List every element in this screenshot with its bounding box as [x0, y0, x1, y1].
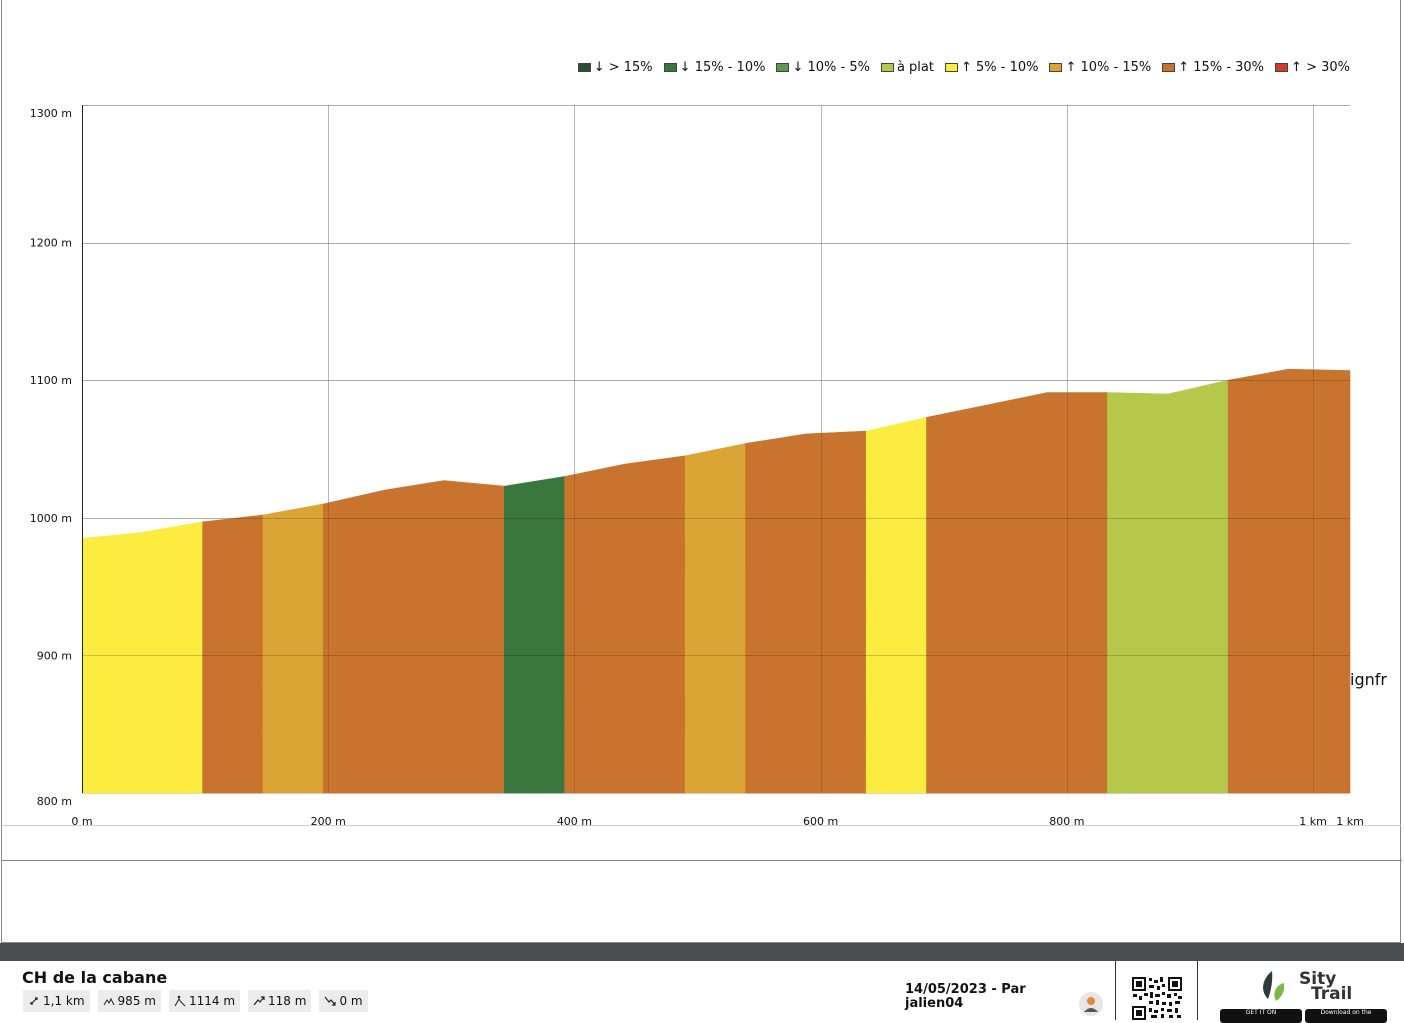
y-tick-label: 900 m — [37, 649, 72, 662]
app-store-label: Download on the — [1320, 1009, 1372, 1016]
legend-label: ↑ > 30% — [1291, 59, 1350, 75]
trail-author[interactable]: jalien04 — [905, 996, 964, 1011]
min-altitude-icon — [103, 997, 114, 1006]
app-store-badge[interactable]: Download on the — [1305, 1009, 1387, 1023]
x-tick-label: 0 m — [71, 815, 92, 828]
profile-segment — [262, 503, 324, 794]
section-divider — [2, 860, 1402, 861]
legend-label: ↓ > 15% — [593, 59, 653, 75]
legend-swatch — [663, 62, 677, 72]
tick-labels: 800 m 900 m 1000 m 1100 m 1200 m 1300 m 0 m 200… — [30, 107, 1364, 828]
stat-value: 1,1 km — [43, 994, 85, 1008]
x-tick-label: 800 m — [1049, 815, 1084, 828]
map-source-watermark: ignfr — [1350, 670, 1387, 689]
y-tick-label: 800 m — [37, 795, 72, 808]
legend-swatch — [880, 62, 894, 72]
legend-item: ↓ 10% - 5% — [776, 60, 870, 75]
legend-item: ↑ 10% - 15% — [1049, 60, 1151, 75]
stat-min-altitude: 985 m — [97, 990, 161, 1012]
trail-title: CH de la cabane — [22, 968, 168, 987]
google-play-badge[interactable]: GET IT ON — [1220, 1009, 1302, 1023]
stat-max-altitude: 1114 m — [168, 990, 241, 1012]
profile-segment — [1107, 379, 1229, 794]
profile-segment — [865, 417, 927, 794]
grid-overlay — [82, 105, 1350, 793]
legend-swatch — [1049, 62, 1063, 72]
trail-stats: 1,1 km 985 m 1114 m 118 m 0 m — [23, 990, 368, 1012]
legend-item: à plat — [880, 59, 934, 75]
profile-area — [81, 368, 1351, 794]
brand-line2: Trail — [1311, 984, 1353, 1004]
legend-item: ↓ 15% - 10% — [663, 59, 766, 75]
footer-divider — [1115, 961, 1116, 1020]
footer-divider — [1197, 961, 1198, 1020]
y-tick-label: 1300 m — [30, 107, 72, 120]
elevation-gain-icon — [253, 996, 265, 1006]
legend-label: ↑ 10% - 15% — [1065, 59, 1152, 75]
distance-icon — [30, 997, 38, 1005]
trail-date: 14/05/2023 - Par — [905, 982, 1026, 997]
y-tick-label: 1100 m — [30, 374, 72, 387]
y-tick-label: 1200 m — [30, 237, 72, 250]
profile-segment — [1227, 368, 1351, 794]
x-tick-label: 1 km — [1299, 815, 1327, 828]
profile-segment — [503, 476, 565, 794]
x-tick-label: 200 m — [311, 815, 346, 828]
profile-segment — [684, 443, 746, 794]
brand-line1: Sity — [1299, 969, 1337, 989]
legend-label: ↓ 10% - 5% — [792, 59, 870, 75]
stat-value: 0 m — [339, 994, 363, 1008]
legend-label: ↓ 15% - 10% — [679, 59, 766, 75]
profile-segment — [81, 521, 203, 794]
stat-distance: 1,1 km — [23, 990, 90, 1012]
legend-item: ↑ > 30% — [1275, 60, 1350, 75]
stat-elevation-gain: 118 m — [248, 990, 312, 1012]
legend-swatch — [944, 62, 958, 72]
sitytrail-logo — [1263, 971, 1285, 1001]
max-altitude-icon — [174, 995, 186, 1007]
x-tick-label: 1 km — [1336, 815, 1364, 828]
avatar-icon[interactable] — [1078, 991, 1104, 1017]
legend-label: ↑ 15% - 30% — [1178, 59, 1265, 75]
elevation-profile-chart: 800 m 900 m 1000 m 1100 m 1200 m 1300 m 0 m 200… — [30, 105, 1364, 828]
stat-elevation-loss: 0 m — [319, 990, 368, 1012]
legend-label: ↑ 5% - 10% — [960, 59, 1039, 75]
chart-bottom-rule — [2, 825, 1401, 826]
legend-item: ↓ > 15% — [577, 59, 653, 75]
x-tick-label: 600 m — [803, 815, 838, 828]
stat-value: 1114 m — [188, 994, 236, 1008]
x-tick-label: 400 m — [557, 815, 592, 828]
stat-value: 118 m — [268, 994, 307, 1008]
footer-band — [0, 943, 1404, 961]
profile-segment — [322, 480, 505, 794]
y-tick-label: 1000 m — [30, 512, 72, 525]
legend-swatch — [1162, 62, 1176, 72]
trail-meta: 14/05/2023 - Par jalien04 — [905, 983, 1055, 1011]
brand-name: Sity Trail — [1299, 969, 1353, 1004]
legend-swatch — [1275, 62, 1289, 72]
legend-item: ↑ 5% - 10% — [944, 59, 1039, 75]
legend-label: à plat — [896, 59, 934, 75]
legend-item: ↑ 15% - 30% — [1162, 60, 1264, 75]
profile-segment — [202, 514, 264, 794]
google-play-label: GET IT ON — [1245, 1009, 1277, 1016]
profile-segment — [745, 430, 867, 794]
legend: ↓ > 15% ↓ 15% - 10% ↓ 10% - 5% à plat ↑ … — [560, 57, 1350, 77]
trail-footer: CH de la cabane 1,1 km 985 m 1114 m 118 … — [0, 961, 1404, 1023]
legend-swatch — [577, 62, 591, 72]
profile-segment — [926, 392, 1108, 794]
profile-segment — [564, 455, 686, 794]
qr-code-icon — [1131, 976, 1183, 1020]
legend-swatch — [776, 62, 790, 72]
stat-value: 985 m — [117, 994, 156, 1008]
elevation-loss-icon — [324, 996, 337, 1006]
